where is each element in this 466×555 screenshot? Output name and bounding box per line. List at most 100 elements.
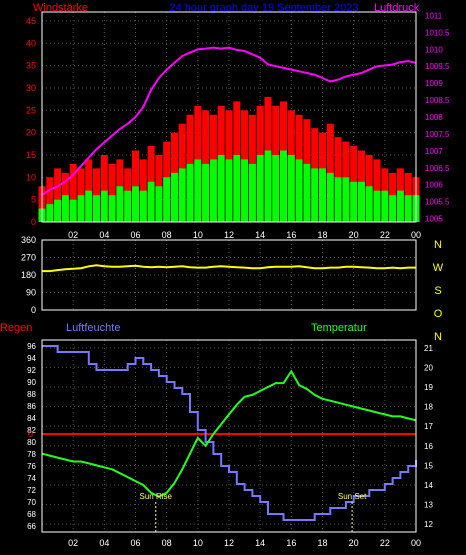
wind-average-bar xyxy=(147,181,155,222)
humidity-x-tick: 02 xyxy=(68,538,78,548)
wind-gust-bar xyxy=(100,155,108,222)
direction-letter: O xyxy=(434,308,443,320)
humidity-axis-label: Luftfeuchte xyxy=(66,322,120,334)
humidity-x-ticks: 02 04 06 08 10 12 14 16 18 20 22 00 xyxy=(68,538,421,548)
temperature-line xyxy=(41,369,417,498)
wind-y-tick: 0 xyxy=(31,217,36,227)
wind-average-bar xyxy=(93,195,100,222)
humidity-x-tick: 12 xyxy=(224,538,234,548)
pressure-y-tick: 1005.5 xyxy=(425,198,450,207)
pressure-y-tick: 1010 xyxy=(425,45,443,54)
direction-series xyxy=(42,264,416,273)
wind-x-tick: 18 xyxy=(317,230,327,240)
pressure-y-tick: 1010.5 xyxy=(425,28,450,37)
wind-average-bar xyxy=(61,195,69,222)
direction-y-tick: 270 xyxy=(21,253,36,263)
wind-gust-bar xyxy=(132,150,139,222)
wind-average-bar xyxy=(350,181,358,222)
wind-x-tick: 20 xyxy=(349,230,359,240)
humidity-y-tick: 92 xyxy=(27,366,36,375)
temperature-y-tick: 20 xyxy=(424,363,433,372)
wind-average-bar xyxy=(326,172,334,222)
temperature-axis-label: Temperatur xyxy=(311,322,367,334)
wind-gust-bar xyxy=(46,177,54,222)
sun-event-label: Sun Set xyxy=(338,492,367,501)
wind-x-tick: 02 xyxy=(68,230,78,240)
wind-x-tick: 16 xyxy=(286,230,296,240)
sun-event-label: Sun Rise xyxy=(140,492,173,501)
wind-average-bar xyxy=(77,195,85,222)
humidity-y-tick: 84 xyxy=(27,414,36,423)
wind-average-bar xyxy=(365,186,373,222)
wind-average-bar xyxy=(342,177,350,222)
wind-average-bar xyxy=(139,190,147,222)
pressure-y-tick: 1005 xyxy=(425,215,443,224)
humidity-y-tick: 80 xyxy=(27,438,36,447)
wind-average-bar xyxy=(178,168,186,222)
humidity-y-tick: 76 xyxy=(27,462,36,471)
wind-y-tick: 15 xyxy=(26,150,36,160)
wind-average-bar xyxy=(381,190,389,222)
humidity-y-tick: 66 xyxy=(27,522,36,531)
panel-wind-frame xyxy=(41,11,417,223)
temperature-y-tick: 16 xyxy=(424,442,433,451)
wind-average-bar xyxy=(124,190,132,222)
humidity-x-tick: 06 xyxy=(130,538,140,548)
wind-x-tick: 08 xyxy=(162,230,172,240)
direction-letter: W xyxy=(433,262,444,274)
wind-x-tick: 00 xyxy=(411,230,421,240)
wind-average-bar xyxy=(186,163,194,222)
wind-average-bar xyxy=(303,163,311,222)
temperature-y-tick: 14 xyxy=(424,481,433,490)
wind-y-tick: 30 xyxy=(26,83,36,93)
temperature-y-tick: 13 xyxy=(424,501,433,510)
humidity-y-tick: 74 xyxy=(27,474,36,483)
wind-y-tick: 10 xyxy=(26,172,36,182)
wind-average-bar xyxy=(85,190,93,222)
wind-x-ticks: 02 04 06 08 10 12 14 16 18 20 22 00 xyxy=(68,230,421,240)
wind-average-bar xyxy=(233,155,241,222)
panel-direction-frame xyxy=(41,239,417,311)
direction-y-tick: 90 xyxy=(26,288,36,298)
wind-average-bar xyxy=(404,195,412,222)
wind-gust-bar xyxy=(54,168,62,222)
humidity-y-tick: 90 xyxy=(27,378,36,387)
wind-average-bar xyxy=(358,181,365,222)
wind-y-tick: 45 xyxy=(26,16,36,26)
wind-y-tick: 40 xyxy=(26,38,36,48)
wind-gust-bar xyxy=(108,163,116,222)
temperature-y-tick: 21 xyxy=(424,344,433,353)
humidity-x-tick: 18 xyxy=(317,538,327,548)
rain-axis-label: Regen xyxy=(0,322,32,334)
wind-x-tick: 06 xyxy=(130,230,140,240)
wind-average-bar xyxy=(241,159,249,222)
wind-x-tick: 22 xyxy=(380,230,390,240)
humidity-y-tick: 94 xyxy=(27,354,36,363)
pressure-y-tick: 1006 xyxy=(425,181,443,190)
pressure-y-tick: 1007.5 xyxy=(425,130,450,139)
wind-average-bar xyxy=(373,190,381,222)
wind-average-bar xyxy=(280,150,287,222)
rain-zero-label: 0 xyxy=(28,429,33,439)
wind-average-bar xyxy=(264,150,272,222)
wind-average-bar xyxy=(116,186,124,222)
wind-average-bar xyxy=(54,199,62,222)
humidity-y-tick: 78 xyxy=(27,450,36,459)
humidity-x-tick: 08 xyxy=(162,538,172,548)
humidity-x-tick: 16 xyxy=(286,538,296,548)
wind-average-bar xyxy=(155,186,163,222)
direction-grid xyxy=(42,239,417,311)
direction-y-tick: 0 xyxy=(31,305,36,315)
wind-average-bar xyxy=(389,195,397,222)
wind-average-bar xyxy=(108,195,116,222)
temperature-y-tick: 12 xyxy=(424,520,433,529)
wind-x-tick: 12 xyxy=(224,230,234,240)
pressure-y-tick: 1011 xyxy=(425,11,443,20)
wind-average-bar xyxy=(100,190,108,222)
wind-average-bar xyxy=(194,159,202,222)
direction-letter: N xyxy=(434,331,442,343)
direction-letter: N xyxy=(434,239,442,251)
temperature-y-tick: 17 xyxy=(424,422,433,431)
wind-average-bar xyxy=(248,163,256,222)
